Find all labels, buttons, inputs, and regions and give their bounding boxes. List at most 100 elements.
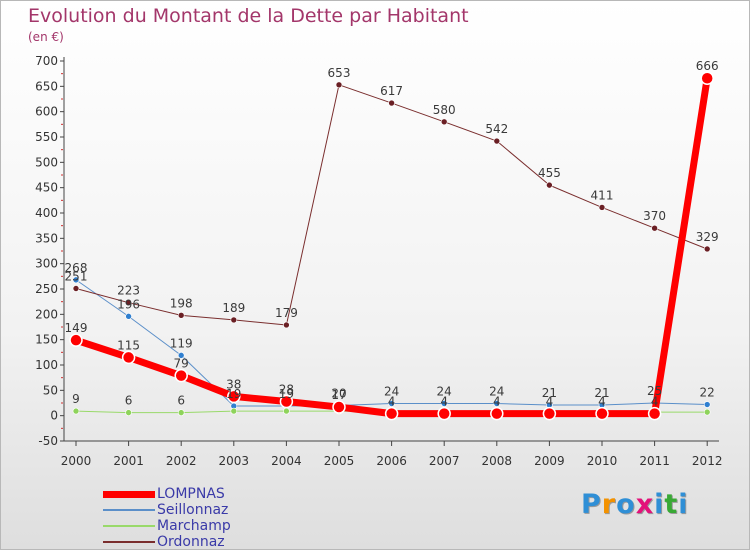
data-point-marchamp [177,409,185,416]
data-label-ordonnaz: 653 [328,66,351,80]
legend-swatch-marchamp [103,525,155,527]
logo-letter: r [601,489,617,520]
data-label-lompnas: 38 [226,377,241,391]
data-point-lompnas [490,406,504,421]
legend-label-seillonnaz: Seillonnaz [157,502,229,518]
y-tick-label: 0 [50,409,58,423]
data-label-ordonnaz: 329 [696,230,719,244]
y-tick-label: 600 [35,105,58,119]
x-tick-label: 2000 [61,454,92,468]
logo-letter: x [635,489,655,520]
data-point-lompnas [700,71,714,85]
logo-letter: o [616,489,636,520]
data-label-lompnas: 4 [598,395,606,409]
data-label-marchamp: 6 [125,394,133,408]
data-label-seillonnaz: 119 [170,336,193,350]
data-point-seillonnaz [440,400,448,407]
data-point-lompnas [279,394,294,409]
data-point-lompnas [595,406,609,421]
proxiti-logo: Proxiti [581,489,689,520]
x-tick-label: 2012 [692,454,723,468]
legend-swatch-ordonnaz [103,541,155,543]
data-label-ordonnaz: 370 [643,209,666,223]
data-point-marchamp [230,407,238,415]
data-point-marchamp [283,407,290,415]
chart-data-labels: 149 115 79 38 28 17 4 4 4 4 4 4 666 268 196 119 19 19 20 24… [65,59,719,408]
data-label-lompnas: 79 [174,357,189,371]
legend-item-marchamp: Marchamp [103,518,231,534]
y-tick-label: 450 [35,181,58,195]
data-label-lompnas: 4 [440,395,448,409]
x-tick-label: 2008 [482,454,513,468]
data-label-ordonnaz: 542 [485,122,508,136]
x-tick-label: 2002 [166,454,197,468]
data-point-ordonnaz [125,299,132,306]
y-tick-label: 150 [35,333,58,347]
data-point-ordonnaz [335,81,343,89]
data-point-ordonnaz [283,321,290,329]
legend-label-lompnas: LOMPNAS [157,486,225,502]
data-label-lompnas: 4 [546,395,554,409]
y-tick-label: 550 [35,130,58,144]
data-label-lompnas: 4 [493,395,501,409]
x-tick-label: 2011 [639,454,670,468]
data-label-seillonnaz: 19 [226,387,241,401]
data-point-marchamp [72,407,80,415]
data-label-ordonnaz: 455 [538,166,561,180]
y-tick-label: 650 [35,79,58,93]
data-point-seillonnaz [125,313,132,320]
data-point-ordonnaz [440,118,448,126]
data-point-lompnas [384,406,399,421]
x-tick-label: 2009 [534,454,565,468]
data-label-lompnas: 4 [651,395,659,409]
data-label-lompnas: 115 [117,338,140,352]
data-point-ordonnaz [651,224,658,232]
data-label-seillonnaz: 25 [647,384,662,398]
data-label-seillonnaz: 21 [594,386,609,400]
data-point-lompnas [542,406,557,421]
data-point-ordonnaz [177,312,185,319]
data-label-seillonnaz: 22 [700,386,715,400]
data-point-ordonnaz [72,285,80,292]
legend-label-ordonnaz: Ordonnaz [157,534,225,550]
data-point-seillonnaz [177,352,185,359]
data-label-seillonnaz: 196 [117,297,140,311]
y-tick-label: 50 [43,383,58,397]
data-point-lompnas [174,368,188,383]
data-point-lompnas [227,389,241,404]
data-label-seillonnaz: 21 [542,386,557,400]
data-label-ordonnaz: 223 [117,284,140,298]
legend-swatch-seillonnaz [103,509,155,511]
chart-series [69,71,714,421]
chart-axes: -50 0 50 100 150 200 250 300 350 400 450 500 550 600 6… [35,54,722,468]
data-point-ordonnaz [598,204,606,211]
y-tick-label: 250 [35,282,58,296]
data-label-seillonnaz: 24 [489,385,504,399]
data-point-lompnas [647,406,662,421]
chart-title: Evolution du Montant de la Dette par Hab… [28,5,469,27]
legend-swatch-lompnas [103,490,155,498]
data-label-lompnas: 28 [279,382,294,396]
y-tick-label: 300 [35,257,58,271]
data-point-lompnas [69,333,83,347]
data-label-seillonnaz: 24 [384,385,399,399]
data-label-ordonnaz: 617 [380,84,403,98]
data-point-ordonnaz [388,99,395,107]
data-label-marchamp: 9 [72,392,80,406]
legend-item-lompnas: LOMPNAS [103,486,231,502]
x-tick-label: 2010 [587,454,618,468]
data-point-seillonnaz [703,401,711,408]
data-label-lompnas: 149 [65,321,88,335]
logo-letter: P [581,489,602,520]
logo-letter: t [664,489,679,520]
x-tick-label: 2003 [219,454,250,468]
x-tick-label: 2006 [376,454,407,468]
chart-subtitle: (en €) [28,30,64,44]
series-line-ordonnaz [75,84,708,326]
data-point-marchamp [703,408,711,416]
data-label-seillonnaz: 24 [437,385,452,399]
data-label-lompnas: 666 [696,59,719,73]
x-tick-label: 2005 [324,454,355,468]
data-point-seillonnaz [493,400,501,407]
